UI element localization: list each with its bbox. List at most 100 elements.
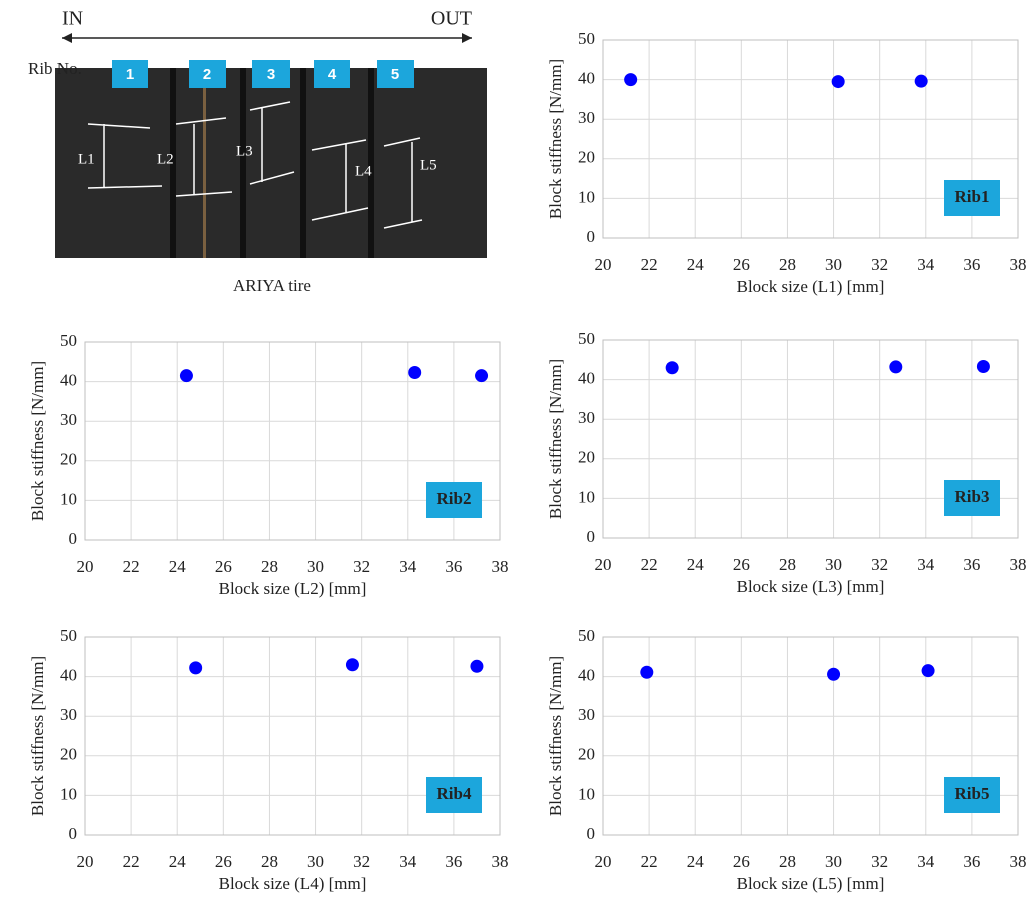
x-tick-label: 26 [733, 852, 750, 871]
tire-panel: IN OUT L1 L2 L3 L4 L5 Rib No. [28, 8, 487, 295]
point [470, 660, 483, 673]
x-tick-label: 34 [917, 852, 935, 871]
x-tick-label: 38 [1010, 255, 1027, 274]
point [915, 75, 928, 88]
x-tick-label: 26 [215, 557, 232, 576]
x-tick-label: 34 [399, 852, 417, 871]
y-tick-label: 0 [587, 227, 596, 246]
y-tick-label: 50 [578, 626, 595, 645]
x-tick-label: 36 [445, 557, 462, 576]
x-tick-label: 32 [353, 852, 370, 871]
y-tick-label: 40 [60, 666, 77, 685]
y-tick-label: 40 [578, 369, 595, 388]
y-tick-label: 50 [60, 626, 77, 645]
x-tick-label: 26 [733, 255, 750, 274]
y-tick-label: 20 [578, 148, 595, 167]
y-axis-title: Block stiffness [N/mm] [546, 656, 565, 816]
x-tick-label: 22 [641, 555, 658, 574]
x-tick-label: 38 [492, 852, 509, 871]
x-tick-label: 28 [261, 557, 278, 576]
y-tick-label: 10 [578, 187, 595, 206]
length-label: L3 [236, 143, 253, 159]
x-tick-label: 22 [123, 852, 140, 871]
x-tick-label: 24 [687, 852, 705, 871]
x-tick-label: 20 [595, 852, 612, 871]
x-tick-label: 24 [169, 557, 187, 576]
y-tick-label: 10 [60, 489, 77, 508]
y-tick-label: 40 [578, 69, 595, 88]
point [666, 361, 679, 374]
x-tick-label: 20 [595, 255, 612, 274]
out-label: OUT [431, 8, 472, 30]
annotation: Rib3 [955, 487, 990, 506]
length-label: L1 [78, 151, 95, 167]
y-tick-label: 0 [69, 529, 78, 548]
y-tick-label: 50 [578, 29, 595, 48]
chart: 0102030405020222426283032343638Block siz… [546, 626, 1027, 893]
annotation: Rib4 [437, 784, 472, 803]
x-axis-title: Block size (L2) [mm] [219, 579, 367, 598]
x-tick-label: 32 [353, 557, 370, 576]
y-tick-label: 0 [587, 527, 596, 546]
y-axis-title: Block stiffness [N/mm] [546, 59, 565, 219]
length-label: L2 [157, 151, 174, 167]
rib-number: 1 [126, 66, 134, 83]
x-axis-title: Block size (L1) [mm] [737, 277, 885, 296]
y-axis-title: Block stiffness [N/mm] [28, 361, 47, 521]
y-tick-label: 30 [578, 408, 595, 427]
y-tick-label: 40 [60, 371, 77, 390]
x-tick-label: 26 [215, 852, 232, 871]
point [189, 661, 202, 674]
figure: IN OUT L1 L2 L3 L4 L5 Rib No. [0, 0, 1034, 901]
annotation: Rib1 [955, 187, 990, 206]
x-tick-label: 22 [641, 255, 658, 274]
x-tick-label: 26 [733, 555, 750, 574]
x-tick-label: 20 [77, 557, 94, 576]
length-label: L4 [355, 163, 372, 179]
x-tick-label: 36 [963, 555, 980, 574]
x-tick-label: 34 [399, 557, 417, 576]
y-tick-label: 0 [587, 824, 596, 843]
y-tick-label: 20 [60, 450, 77, 469]
x-tick-label: 38 [1010, 852, 1027, 871]
rib-number: 3 [267, 66, 275, 83]
x-tick-label: 36 [963, 852, 980, 871]
x-tick-label: 22 [123, 557, 140, 576]
y-tick-label: 50 [60, 331, 77, 350]
rib-number: 2 [203, 66, 211, 83]
x-tick-label: 32 [871, 555, 888, 574]
y-tick-label: 30 [578, 108, 595, 127]
in-label: IN [62, 8, 83, 30]
y-tick-label: 20 [60, 745, 77, 764]
x-tick-label: 32 [871, 852, 888, 871]
point [827, 668, 840, 681]
x-tick-label: 24 [169, 852, 187, 871]
x-tick-label: 22 [641, 852, 658, 871]
y-tick-label: 10 [578, 487, 595, 506]
x-tick-label: 28 [779, 255, 796, 274]
x-tick-label: 24 [687, 555, 705, 574]
point [640, 666, 653, 679]
caption: ARIYA tire [233, 276, 311, 295]
x-tick-label: 30 [825, 255, 842, 274]
x-tick-label: 30 [825, 852, 842, 871]
x-axis-title: Block size (L3) [mm] [737, 577, 885, 596]
x-tick-label: 28 [779, 852, 796, 871]
groove [300, 68, 306, 258]
x-tick-label: 24 [687, 255, 705, 274]
point [346, 658, 359, 671]
y-tick-label: 30 [578, 705, 595, 724]
x-tick-label: 28 [261, 852, 278, 871]
x-tick-label: 30 [825, 555, 842, 574]
y-tick-label: 30 [60, 410, 77, 429]
point [624, 73, 637, 86]
stripe [203, 68, 206, 258]
point [832, 75, 845, 88]
x-axis-title: Block size (L5) [mm] [737, 874, 885, 893]
x-tick-label: 20 [77, 852, 94, 871]
x-tick-label: 36 [445, 852, 462, 871]
point [889, 360, 902, 373]
